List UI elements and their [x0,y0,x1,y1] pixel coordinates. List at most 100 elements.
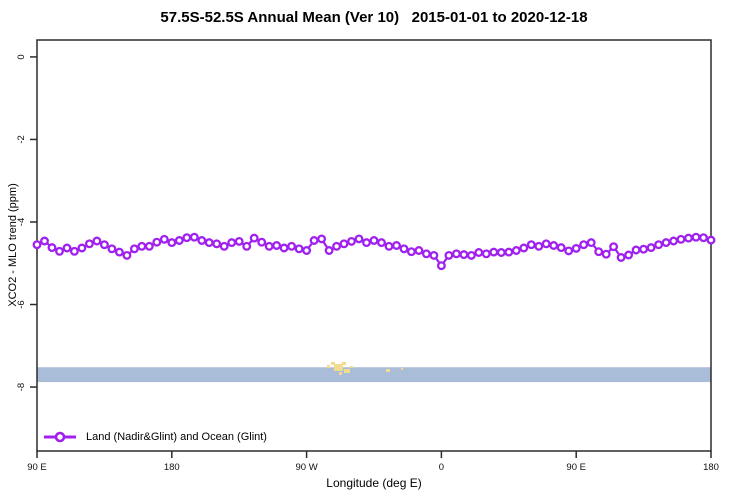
x-tick-label: 90 E [566,462,586,473]
legend-marker-icon [44,431,76,443]
data-point-marker [481,249,491,259]
data-point-marker [616,253,626,262]
data-point-marker [107,244,117,254]
x-tick-label: 90 E [27,462,47,473]
data-point-marker [564,246,574,256]
data-point-marker [272,241,282,250]
data-point-marker [204,238,214,248]
data-point-marker [609,242,619,252]
data-point-marker [444,250,454,260]
data-point-marker [684,233,693,243]
data-point-marker [392,241,401,250]
data-point-marker [287,241,297,251]
data-point-marker [541,239,551,249]
data-point-marker [601,249,611,259]
data-point-marker [257,237,267,247]
x-tick-label: 0 [439,462,444,473]
land-mark [339,372,342,375]
data-point-marker [339,239,349,249]
data-point-marker [706,235,716,245]
data-point-marker [526,240,536,250]
data-point-marker [242,241,252,251]
data-point-marker [451,249,461,259]
y-tick-label: -2 [16,135,27,143]
data-point-marker [294,244,304,254]
data-point-marker [466,250,476,260]
data-point-marker [369,236,379,245]
land-mark [342,362,346,365]
land-mark [350,366,353,368]
data-point-marker [534,241,544,251]
land-mark [327,365,330,368]
data-point-marker [167,238,177,248]
data-point-marker [414,246,424,255]
data-point-marker [137,241,147,251]
data-point-marker [676,234,686,244]
legend-label: Land (Nadir&Glint) and Ocean (Glint) [86,431,267,443]
data-point-marker [55,246,64,256]
data-point-marker [436,261,446,271]
data-point-marker [429,250,439,260]
y-tick-label: -8 [16,383,27,391]
data-point-marker [234,236,244,246]
data-point-marker [77,243,87,253]
data-point-marker [144,241,154,251]
data-point-marker [624,250,634,260]
data-point-marker [152,237,162,247]
data-point-marker [377,238,386,248]
data-point-marker [227,238,237,248]
data-point-marker [504,247,514,257]
x-axis-label: Longitude (deg E) [326,476,422,490]
data-point-marker [399,244,409,254]
data-point-marker [354,234,364,244]
data-point-marker [279,243,289,253]
y-tick-label: -6 [16,300,27,308]
data-point-marker [489,247,499,257]
legend: Land (Nadir&Glint) and Ocean (Glint) [43,429,267,445]
data-point-marker [69,246,79,256]
data-point-marker [264,241,274,251]
land-mark [401,368,403,370]
land-mark [386,369,390,372]
x-tick-label: 90 W [296,462,318,473]
chart-title: 57.5S-52.5S Annual Mean (Ver 10) 2015-01… [160,9,588,26]
data-point-marker [511,246,521,255]
data-point-marker [159,234,169,244]
data-point-marker [549,241,559,250]
data-point-marker [174,236,184,245]
data-point-marker [332,241,342,251]
data-point-marker [129,244,139,254]
data-point-marker [32,240,42,250]
y-tick-label: -4 [16,218,27,226]
data-point-marker [219,241,229,251]
data-point-marker [691,232,701,242]
data-point-marker [699,233,708,243]
data-point-marker [249,233,259,243]
data-point-marker [474,248,484,257]
data-point-marker [189,232,199,242]
data-point-marker [84,239,94,249]
data-point-marker [324,246,334,255]
land-mark [331,362,335,365]
data-point-marker [519,243,529,253]
data-point-marker [197,236,207,245]
data-point-marker [99,240,109,250]
data-point-marker [631,245,641,255]
data-point-marker [309,236,319,245]
data-point-marker [302,246,312,255]
ocean-band [37,367,711,383]
data-point-marker [654,240,664,250]
data-point-marker [421,249,431,259]
data-point-marker [496,248,506,257]
land-mark [344,369,350,373]
data-point-marker [47,243,57,253]
data-point-marker [114,247,124,257]
data-point-marker [40,236,49,246]
data-point-marker [459,250,469,260]
data-point-marker [122,250,132,260]
data-point-marker [669,236,679,246]
data-point-marker [579,240,589,250]
data-point-marker [661,238,671,248]
data-point-marker [62,243,72,253]
